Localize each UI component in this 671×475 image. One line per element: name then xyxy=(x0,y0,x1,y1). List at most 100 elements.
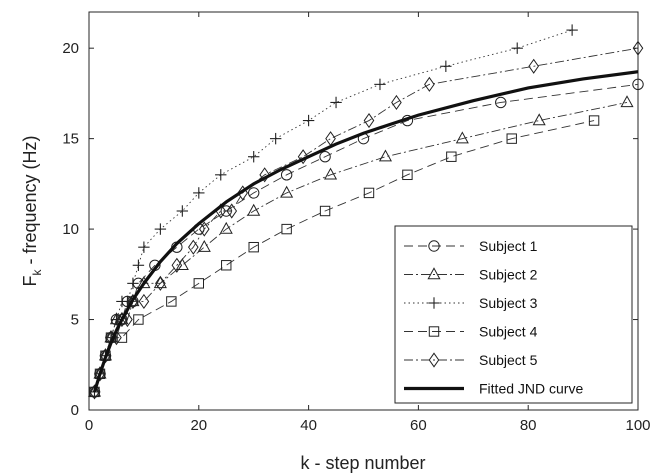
legend-marker xyxy=(428,326,440,337)
data-point xyxy=(455,131,469,144)
legend-box xyxy=(394,225,633,404)
legend-label: Subject 2 xyxy=(479,267,538,283)
series-subject-3 xyxy=(88,24,578,398)
x-tick-label: 80 xyxy=(520,417,537,434)
data-point xyxy=(115,312,129,325)
data-point xyxy=(280,185,294,198)
data-point xyxy=(566,24,578,36)
data-point xyxy=(154,223,167,235)
data-point xyxy=(116,311,128,328)
y-axis-title-main: F xyxy=(20,276,40,287)
data-point xyxy=(175,258,189,270)
data-point xyxy=(363,112,375,129)
legend-item-subject-3: Subject 3 xyxy=(404,295,538,311)
data-point xyxy=(127,277,139,290)
legend-item-subject-5: Subject 5 xyxy=(404,352,538,368)
x-tick-label: 40 xyxy=(300,417,317,434)
data-point xyxy=(302,114,315,127)
legend-label: Subject 1 xyxy=(479,238,538,254)
data-point xyxy=(133,314,144,325)
x-tick-label: 0 xyxy=(85,417,93,434)
legend-item-subject-4: Subject 4 xyxy=(404,324,538,340)
y-tick-label: 0 xyxy=(71,402,79,419)
data-point xyxy=(226,203,238,219)
y-axis-title-subscript: k xyxy=(30,269,44,276)
data-point xyxy=(198,221,210,237)
x-tick-label: 100 xyxy=(625,417,650,434)
series-line-fitted-jnd-curve xyxy=(92,70,639,393)
data-point xyxy=(116,332,128,343)
data-point xyxy=(219,221,233,234)
data-point xyxy=(193,278,205,289)
legend-marker xyxy=(428,240,440,252)
data-point xyxy=(280,169,293,181)
legend-marker xyxy=(428,352,440,368)
legend-item-subject-2: Subject 2 xyxy=(404,267,538,283)
data-point xyxy=(153,276,167,289)
data-point xyxy=(363,187,375,199)
x-tick-label: 60 xyxy=(410,417,427,434)
legend-item-fitted-jnd-curve: Fitted JND curve xyxy=(404,381,583,397)
y-tick-label: 10 xyxy=(62,221,79,238)
series-fitted-jnd-curve xyxy=(92,70,639,393)
data-point xyxy=(632,78,644,91)
data-point xyxy=(137,276,151,289)
data-point xyxy=(248,241,259,253)
data-point xyxy=(402,169,413,181)
data-point xyxy=(440,60,452,72)
legend-item-subject-1: Subject 1 xyxy=(404,238,538,254)
data-point xyxy=(166,296,177,307)
data-point xyxy=(89,384,100,400)
data-point xyxy=(495,96,507,109)
data-point xyxy=(94,366,106,382)
data-point xyxy=(138,241,150,253)
data-point xyxy=(330,96,342,109)
data-point xyxy=(138,293,150,310)
series-line-subject-5 xyxy=(94,47,639,393)
data-point xyxy=(248,187,260,199)
data-point xyxy=(528,58,540,74)
data-point xyxy=(193,187,205,199)
data-point xyxy=(424,76,435,92)
y-tick-label: 15 xyxy=(62,131,79,148)
x-axis-title: k - step number xyxy=(300,453,425,473)
data-point xyxy=(215,169,227,181)
data-point xyxy=(319,151,331,163)
data-point xyxy=(155,275,166,291)
data-point xyxy=(511,42,523,54)
legend-label: Subject 5 xyxy=(479,352,538,368)
data-point xyxy=(620,95,634,108)
axes-layer: 0 20 40 60 80 100 0 5 10 15 20 xyxy=(62,12,651,434)
data-point xyxy=(269,132,282,145)
legend-label: Subject 3 xyxy=(479,295,538,311)
data-point xyxy=(132,259,145,271)
data-point xyxy=(378,149,393,162)
data-point xyxy=(391,94,402,111)
y-axis-title-rest: - frequency (Hz) xyxy=(20,135,40,269)
data-point xyxy=(187,239,199,255)
series-layer xyxy=(87,24,644,400)
data-point xyxy=(319,205,331,217)
y-tick-label: 20 xyxy=(62,40,79,57)
data-point xyxy=(506,133,517,144)
data-point xyxy=(197,239,211,252)
legend-label: Subject 4 xyxy=(479,324,538,340)
x-tick-label: 20 xyxy=(190,417,207,434)
data-point xyxy=(374,78,386,91)
data-point xyxy=(248,151,260,163)
y-tick-label: 5 xyxy=(71,312,79,329)
data-point xyxy=(259,167,270,183)
legend: Subject 1 Subject 2 Subject 3 Subject 4 Subj… xyxy=(394,225,633,404)
legend-marker xyxy=(427,267,441,280)
data-point xyxy=(247,203,261,216)
data-point xyxy=(446,151,457,162)
y-axis-title: Fk - frequency (Hz) xyxy=(20,135,44,286)
data-point xyxy=(632,40,644,56)
data-point xyxy=(297,149,309,165)
data-point xyxy=(588,115,600,126)
data-point xyxy=(171,257,183,273)
legend-label: Fitted JND curve xyxy=(479,381,583,397)
data-point xyxy=(126,294,140,307)
data-point xyxy=(324,167,338,180)
